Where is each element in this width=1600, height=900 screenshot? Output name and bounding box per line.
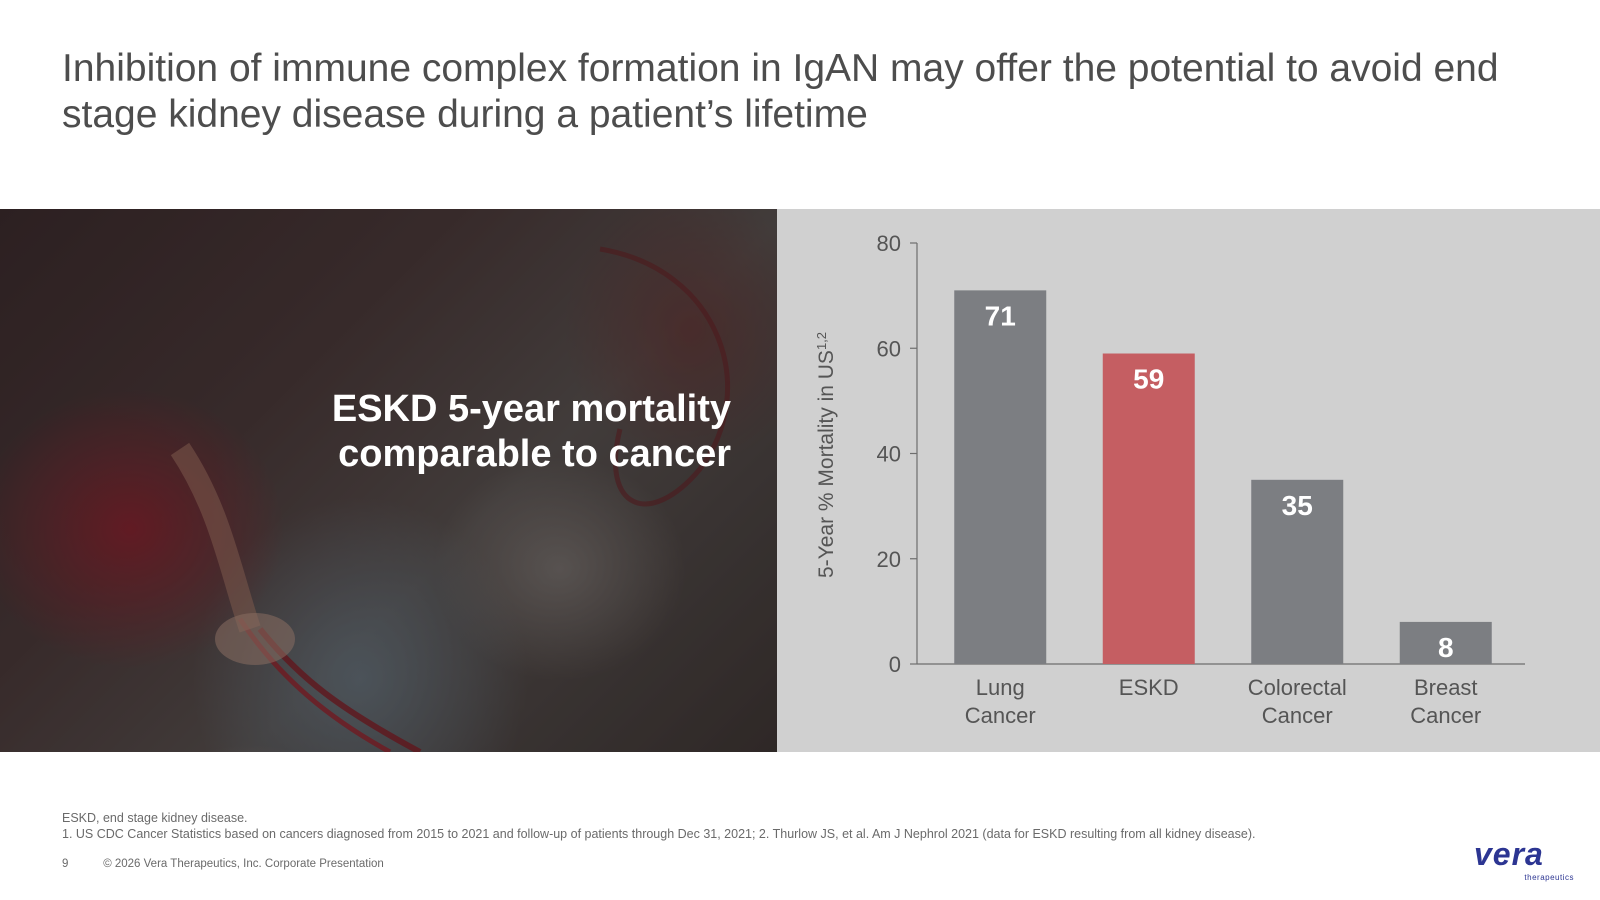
bar xyxy=(954,290,1047,664)
bar-value-label: 35 xyxy=(1282,490,1313,521)
mortality-bar-chart: 0 20 40 60 80 5-Year % Mortality in US1,2 71 Lu… xyxy=(814,231,1525,728)
photo-caption-line2: comparable to cancer xyxy=(338,433,731,475)
y-axis-title: 5-Year % Mortality in US1,2 xyxy=(814,332,839,578)
bar xyxy=(1399,621,1492,664)
content-band: ESKD 5-year mortality comparable to canc… xyxy=(0,209,1600,752)
category-label: Cancer xyxy=(965,703,1036,728)
photo-caption-line1: ESKD 5-year mortality xyxy=(331,388,731,430)
bar xyxy=(1251,479,1344,664)
category-label: ESKD xyxy=(1119,675,1179,700)
bar-value-label: 59 xyxy=(1133,364,1164,395)
category-label: Cancer xyxy=(1410,703,1481,728)
bar-value-label: 8 xyxy=(1438,632,1454,663)
y-tick-label: 0 xyxy=(889,652,901,677)
logo-wordmark: vera xyxy=(1474,836,1544,872)
page-number: 9 xyxy=(62,858,69,870)
vera-logo: vera therapeutics xyxy=(1474,836,1578,884)
y-tick-label: 80 xyxy=(877,231,901,256)
photo-caption: ESKD 5-year mortality comparable to canc… xyxy=(332,387,731,477)
category-label: Cancer xyxy=(1262,703,1333,728)
footnotes: ESKD, end stage kidney disease. 1. US CD… xyxy=(62,811,1255,842)
photo-illustration xyxy=(170,246,731,752)
category-label: Breast xyxy=(1414,675,1478,700)
footnote-abbreviation: ESKD, end stage kidney disease. xyxy=(62,811,248,825)
y-tick-label: 40 xyxy=(877,442,901,467)
slide-title: Inhibition of immune complex formation i… xyxy=(62,47,1499,136)
y-tick-label: 60 xyxy=(877,336,901,361)
dialysis-patient-photo: ESKD 5-year mortality comparable to canc… xyxy=(0,209,777,752)
category-label: Colorectal xyxy=(1248,675,1347,700)
bar xyxy=(1102,353,1195,664)
photo-dark-overlay xyxy=(0,209,777,752)
mortality-chart-panel: 0 20 40 60 80 5-Year % Mortality in US1,2 71 Lu… xyxy=(777,209,1600,752)
bar-value-label: 71 xyxy=(985,300,1016,331)
footnote-references: 1. US CDC Cancer Statistics based on can… xyxy=(62,826,1256,841)
copyright-text: © 2026 Vera Therapeutics, Inc. Corporate… xyxy=(103,858,384,870)
category-label: Lung xyxy=(976,675,1025,700)
logo-subtitle: therapeutics xyxy=(1524,873,1574,882)
y-tick-label: 20 xyxy=(877,547,901,572)
slide-footer: 9 © 2026 Vera Therapeutics, Inc. Corpora… xyxy=(62,858,384,870)
